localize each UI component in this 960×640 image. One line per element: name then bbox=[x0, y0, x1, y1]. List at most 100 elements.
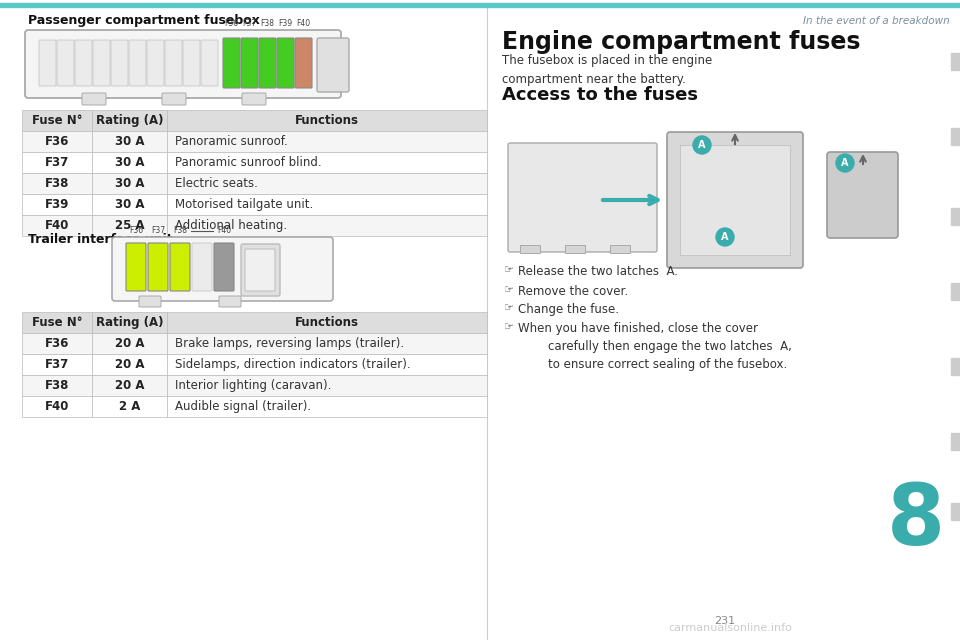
FancyBboxPatch shape bbox=[165, 40, 182, 86]
Bar bbox=[167, 194, 487, 215]
FancyBboxPatch shape bbox=[277, 38, 294, 88]
Text: Panoramic sunroof blind.: Panoramic sunroof blind. bbox=[175, 156, 322, 169]
Text: Interior lighting (caravan).: Interior lighting (caravan). bbox=[175, 379, 331, 392]
FancyBboxPatch shape bbox=[82, 93, 106, 105]
FancyBboxPatch shape bbox=[259, 38, 276, 88]
Text: Electric seats.: Electric seats. bbox=[175, 177, 258, 190]
FancyBboxPatch shape bbox=[148, 243, 168, 291]
Text: 30 A: 30 A bbox=[115, 177, 144, 190]
Bar bbox=[22, 194, 92, 215]
Text: F36: F36 bbox=[129, 226, 143, 235]
Text: 20 A: 20 A bbox=[115, 358, 144, 371]
Text: Passenger compartment fusebox: Passenger compartment fusebox bbox=[28, 14, 260, 27]
Text: F37: F37 bbox=[45, 358, 69, 371]
FancyBboxPatch shape bbox=[241, 38, 258, 88]
Bar bbox=[167, 152, 487, 173]
Text: F36: F36 bbox=[225, 19, 239, 28]
Bar bbox=[167, 215, 487, 236]
Text: Brake lamps, reversing lamps (trailer).: Brake lamps, reversing lamps (trailer). bbox=[175, 337, 404, 350]
FancyBboxPatch shape bbox=[25, 30, 341, 98]
Text: 20 A: 20 A bbox=[115, 337, 144, 350]
Text: 2 A: 2 A bbox=[119, 400, 140, 413]
FancyBboxPatch shape bbox=[245, 249, 275, 291]
FancyBboxPatch shape bbox=[317, 38, 349, 92]
Text: F37: F37 bbox=[151, 226, 165, 235]
Text: 30 A: 30 A bbox=[115, 135, 144, 148]
Bar bbox=[167, 312, 487, 333]
Bar bbox=[167, 110, 487, 131]
Bar bbox=[22, 375, 92, 396]
FancyBboxPatch shape bbox=[192, 243, 212, 291]
FancyBboxPatch shape bbox=[139, 296, 161, 307]
FancyBboxPatch shape bbox=[111, 40, 128, 86]
Bar bbox=[0, 3, 960, 7]
FancyBboxPatch shape bbox=[39, 40, 56, 86]
Circle shape bbox=[836, 154, 854, 172]
FancyBboxPatch shape bbox=[93, 40, 110, 86]
FancyBboxPatch shape bbox=[129, 40, 146, 86]
Text: F38: F38 bbox=[45, 177, 69, 190]
Text: F40: F40 bbox=[297, 19, 311, 28]
FancyBboxPatch shape bbox=[295, 38, 312, 88]
Bar bbox=[22, 110, 92, 131]
Bar bbox=[92, 354, 167, 375]
Text: F37: F37 bbox=[45, 156, 69, 169]
FancyBboxPatch shape bbox=[508, 143, 657, 252]
Text: Panoramic sunroof.: Panoramic sunroof. bbox=[175, 135, 288, 148]
Text: Fuse N°: Fuse N° bbox=[32, 316, 83, 329]
Text: 30 A: 30 A bbox=[115, 198, 144, 211]
Text: F40: F40 bbox=[217, 226, 231, 235]
Bar bbox=[167, 173, 487, 194]
Text: When you have finished, close the cover
        carefully then engage the two la: When you have finished, close the cover … bbox=[518, 322, 792, 371]
FancyBboxPatch shape bbox=[219, 296, 241, 307]
FancyBboxPatch shape bbox=[147, 40, 164, 86]
Bar bbox=[22, 152, 92, 173]
Text: 231: 231 bbox=[714, 616, 735, 626]
Text: F38: F38 bbox=[45, 379, 69, 392]
Text: A: A bbox=[721, 232, 729, 242]
Text: F37: F37 bbox=[243, 19, 256, 28]
Text: carmanualsonline.info: carmanualsonline.info bbox=[668, 623, 792, 633]
Bar bbox=[951, 433, 960, 450]
Bar bbox=[22, 354, 92, 375]
Bar bbox=[167, 131, 487, 152]
Text: In the event of a breakdown: In the event of a breakdown bbox=[804, 16, 950, 26]
Text: F38: F38 bbox=[260, 19, 275, 28]
Circle shape bbox=[693, 136, 711, 154]
FancyBboxPatch shape bbox=[242, 93, 266, 105]
Text: F36: F36 bbox=[45, 337, 69, 350]
Text: Functions: Functions bbox=[295, 316, 359, 329]
Bar bbox=[951, 358, 960, 375]
Text: Remove the cover.: Remove the cover. bbox=[518, 285, 628, 298]
Bar bbox=[22, 396, 92, 417]
FancyBboxPatch shape bbox=[214, 243, 234, 291]
Text: 20 A: 20 A bbox=[115, 379, 144, 392]
Bar bbox=[610, 245, 630, 253]
Bar bbox=[167, 354, 487, 375]
Text: Motorised tailgate unit.: Motorised tailgate unit. bbox=[175, 198, 313, 211]
Text: A: A bbox=[698, 140, 706, 150]
Bar bbox=[22, 215, 92, 236]
Text: Change the fuse.: Change the fuse. bbox=[518, 303, 619, 316]
Bar bbox=[951, 503, 960, 520]
FancyBboxPatch shape bbox=[162, 93, 186, 105]
Bar bbox=[92, 131, 167, 152]
Bar bbox=[22, 173, 92, 194]
Bar bbox=[22, 312, 92, 333]
Text: ☞: ☞ bbox=[504, 303, 514, 313]
Text: The fusebox is placed in the engine
compartment near the battery.: The fusebox is placed in the engine comp… bbox=[502, 54, 712, 86]
Bar bbox=[92, 152, 167, 173]
Text: Additional heating.: Additional heating. bbox=[175, 219, 287, 232]
Text: Rating (A): Rating (A) bbox=[96, 316, 163, 329]
Text: Rating (A): Rating (A) bbox=[96, 114, 163, 127]
Circle shape bbox=[716, 228, 734, 246]
Bar bbox=[22, 333, 92, 354]
Bar bbox=[92, 110, 167, 131]
Bar bbox=[951, 208, 960, 225]
Text: Fuse N°: Fuse N° bbox=[32, 114, 83, 127]
FancyBboxPatch shape bbox=[183, 40, 200, 86]
Bar bbox=[167, 333, 487, 354]
FancyBboxPatch shape bbox=[201, 40, 218, 86]
Text: A: A bbox=[841, 158, 849, 168]
Bar bbox=[92, 215, 167, 236]
